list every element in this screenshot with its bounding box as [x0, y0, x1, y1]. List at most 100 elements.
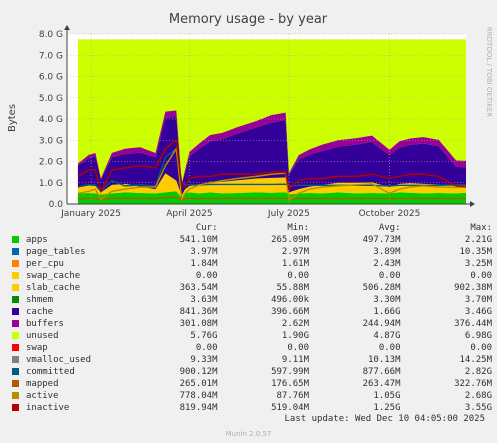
y-tick-label: 4.0 G — [39, 115, 63, 125]
legend-color-swatch — [12, 308, 19, 315]
legend-series-name: swap — [26, 343, 48, 353]
legend-avg-value: 0.00 — [378, 343, 401, 353]
legend-max-value: 2.21G — [464, 235, 492, 245]
legend-swatch — [12, 342, 26, 354]
legend-swatch — [12, 234, 26, 246]
legend-color-swatch — [12, 368, 19, 375]
legend-row-cache: cache 841.36M 396.66M 1.66G 3.46G — [12, 306, 492, 318]
legend-min-value: 0.00 — [287, 271, 309, 281]
legend-cur-value: 778.04M — [179, 391, 218, 401]
x-tick-label: April 2025 — [166, 209, 212, 219]
legend-avg-value: 3.89M — [373, 247, 401, 257]
legend-cur-value: 900.12M — [179, 367, 218, 377]
legend-min-value: 265.09M — [271, 235, 309, 245]
legend-avg-value: 1.66G — [373, 307, 401, 317]
legend-max-value: 3.25M — [464, 259, 492, 269]
legend-avg-value: 1.25G — [373, 403, 401, 413]
legend-max-value: 322.76M — [454, 379, 492, 389]
legend-min-value: 55.88M — [276, 283, 309, 293]
legend-max-value: 0.00 — [470, 343, 492, 353]
legend-min-value: 2.97M — [281, 247, 309, 257]
legend-swatch — [12, 354, 26, 366]
legend-row-page_tables: page_tables 3.97M 2.97M 3.89M 10.35M — [12, 246, 492, 258]
legend-max-value: 3.55G — [464, 403, 492, 413]
legend-swatch — [12, 390, 26, 402]
legend-series-name: page_tables — [26, 247, 86, 257]
legend-min-value: 0.00 — [287, 343, 309, 353]
legend-avg-value: 3.30M — [373, 295, 401, 305]
series-committed-line — [77, 147, 466, 193]
legend-avg-value: 497.73M — [362, 235, 401, 245]
legend-row-slab_cache: slab_cache 363.54M 55.88M 506.28M 902.38M — [12, 282, 492, 294]
legend-min-value: 396.66M — [271, 307, 309, 317]
legend-header-row: Cur: Min: Avg: Max: — [12, 222, 492, 234]
series-cache-area — [77, 116, 466, 196]
legend-cur-value: 5.76G — [190, 331, 218, 341]
legend-cur-value: 0.00 — [195, 271, 218, 281]
legend-header-max: Max: — [470, 223, 492, 233]
legend-avg-value: 10.13M — [367, 355, 401, 365]
legend-swatch — [12, 330, 26, 342]
legend-max-value: 3.70M — [464, 295, 492, 305]
series-active-line — [77, 146, 466, 203]
legend-max-value: 14.25M — [459, 355, 492, 365]
legend-max-value: 10.35M — [459, 247, 492, 257]
rrdtool-credit: RRDTOOL / TOBI OETIKER — [485, 27, 493, 117]
legend-color-swatch — [12, 392, 19, 399]
legend-max-value: 2.68G — [464, 391, 492, 401]
legend-cur-value: 819.94M — [179, 403, 218, 413]
legend-row-vmalloc_used: vmalloc_used 9.33M 9.11M 10.13M 14.25M — [12, 354, 492, 366]
legend-min-value: 9.11M — [281, 355, 309, 365]
legend-row-swap_cache: swap_cache 0.00 0.00 0.00 0.00 — [12, 270, 492, 282]
legend-min-value: 2.62M — [281, 319, 309, 329]
legend-min-value: 597.99M — [271, 367, 309, 377]
legend-color-swatch — [12, 236, 19, 243]
legend-color-swatch — [12, 404, 19, 411]
legend-color-swatch — [12, 320, 19, 327]
last-update-text: Last update: Wed Dec 10 04:05:00 2025 — [284, 414, 485, 424]
y-tick-label: 7.0 G — [39, 51, 63, 61]
legend-series-name: mapped — [26, 379, 59, 389]
legend-color-swatch — [12, 272, 19, 279]
legend-series-name: shmem — [26, 295, 54, 305]
legend-series-name: active — [26, 391, 59, 401]
legend-avg-value: 877.66M — [362, 367, 401, 377]
legend-color-swatch — [12, 380, 19, 387]
legend-cur-value: 301.08M — [179, 319, 218, 329]
legend-header-cur: Cur: — [195, 223, 218, 233]
legend-cur-value: 1.84M — [190, 259, 218, 269]
legend-series-name: unused — [26, 331, 59, 341]
legend-row-unused: unused 5.76G 1.90G 4.87G 6.98G — [12, 330, 492, 342]
legend-avg-value: 263.47M — [362, 379, 401, 389]
legend-series-name: swap_cache — [26, 271, 81, 281]
legend-cur-value: 0.00 — [195, 343, 218, 353]
series-slab_cache-area — [77, 173, 466, 198]
legend-cur-value: 9.33M — [190, 355, 218, 365]
chart-title: Memory usage - by year — [169, 12, 328, 27]
legend-cur-value: 363.54M — [179, 283, 218, 293]
legend-body: apps 541.10M 265.09M 497.73M 2.21G page_table… — [12, 234, 492, 414]
plot-area: 0.0 1.0 G 2.0 G 3.0 G 4.0 G 5.0 G 6.0 G 7.0 G 8.… — [39, 25, 475, 219]
legend-swatch — [12, 270, 26, 282]
y-tick-label: 6.0 G — [39, 73, 63, 83]
legend-cur-value: 3.63M — [190, 295, 218, 305]
legend-swatch — [12, 294, 26, 306]
x-tick-label: January 2025 — [60, 209, 121, 219]
legend-swatch — [12, 402, 26, 414]
y-axis-label: Bytes — [7, 104, 18, 132]
legend-color-swatch — [12, 248, 19, 255]
x-tick-label: July 2025 — [267, 209, 310, 219]
legend-series-name: slab_cache — [26, 283, 81, 293]
legend-color-swatch — [12, 332, 19, 339]
legend-max-value: 0.00 — [470, 271, 492, 281]
legend-cur-value: 265.01M — [179, 379, 218, 389]
legend-max-value: 376.44M — [454, 319, 492, 329]
legend-row-buffers: buffers 301.08M 2.62M 244.94M 376.44M — [12, 318, 492, 330]
legend-color-swatch — [12, 344, 19, 351]
legend-avg-value: 244.94M — [362, 319, 401, 329]
legend-series-name: per_cpu — [26, 259, 64, 269]
series-inactive-line — [77, 138, 467, 194]
legend-series-name: apps — [26, 235, 48, 245]
y-tick-label: 5.0 G — [39, 94, 63, 104]
